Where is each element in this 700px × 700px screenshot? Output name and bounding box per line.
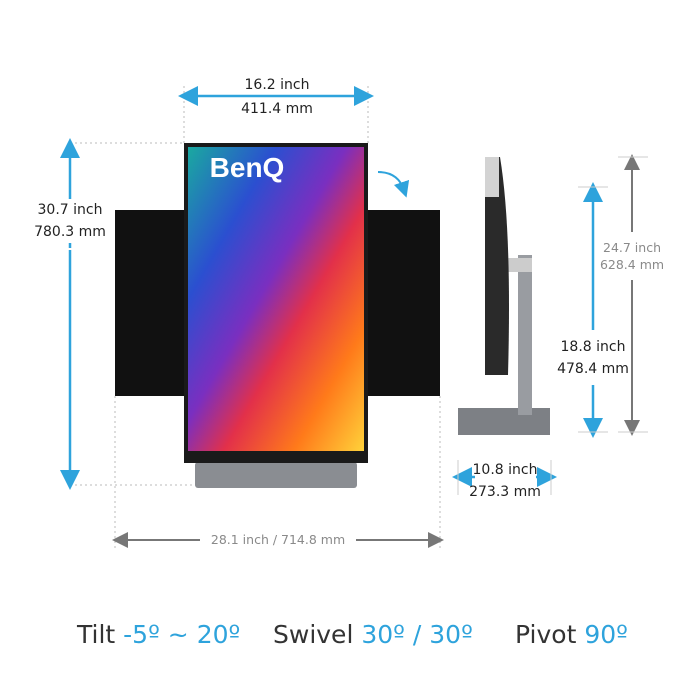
side-max-height-inch: 24.7 inch bbox=[603, 240, 661, 255]
feature-swivel: Swivel 30º / 30º bbox=[273, 620, 473, 649]
feature-label: Swivel bbox=[273, 620, 354, 649]
side-stand-base bbox=[458, 408, 550, 435]
brand-logo: BenQ bbox=[209, 152, 285, 183]
side-adjust-height-inch: 18.8 inch bbox=[560, 339, 626, 355]
side-depth-inch: 10.8 inch bbox=[472, 462, 538, 478]
feature-tilt: Tilt -5º ~ 20º bbox=[77, 620, 240, 649]
side-stand-column bbox=[518, 255, 532, 415]
feature-value: 30º / 30º bbox=[361, 620, 473, 649]
monitor-screen bbox=[188, 147, 364, 451]
side-max-height-mm: 628.4 mm bbox=[599, 257, 665, 272]
guide-lines bbox=[70, 86, 441, 548]
rotate-arrow-icon bbox=[377, 171, 410, 198]
side-monitor bbox=[485, 157, 509, 375]
side-depth-mm: 273.3 mm bbox=[469, 484, 541, 500]
front-width-mm: 411.4 mm bbox=[241, 101, 313, 117]
front-height-mm: 780.3 mm bbox=[34, 221, 106, 243]
monitor-stand-base bbox=[195, 462, 357, 488]
feature-value: -5º ~ 20º bbox=[123, 620, 241, 649]
feature-pivot: Pivot 90º bbox=[515, 620, 628, 649]
landscape-width: 28.1 inch / 714.8 mm bbox=[210, 532, 346, 547]
front-height-inch: 30.7 inch bbox=[37, 199, 103, 221]
feature-label: Pivot bbox=[515, 620, 577, 649]
feature-label: Tilt bbox=[77, 620, 116, 649]
side-adjust-height-mm: 478.4 mm bbox=[557, 361, 629, 377]
front-width-inch: 16.2 inch bbox=[244, 77, 310, 93]
feature-value: 90º bbox=[584, 620, 628, 649]
